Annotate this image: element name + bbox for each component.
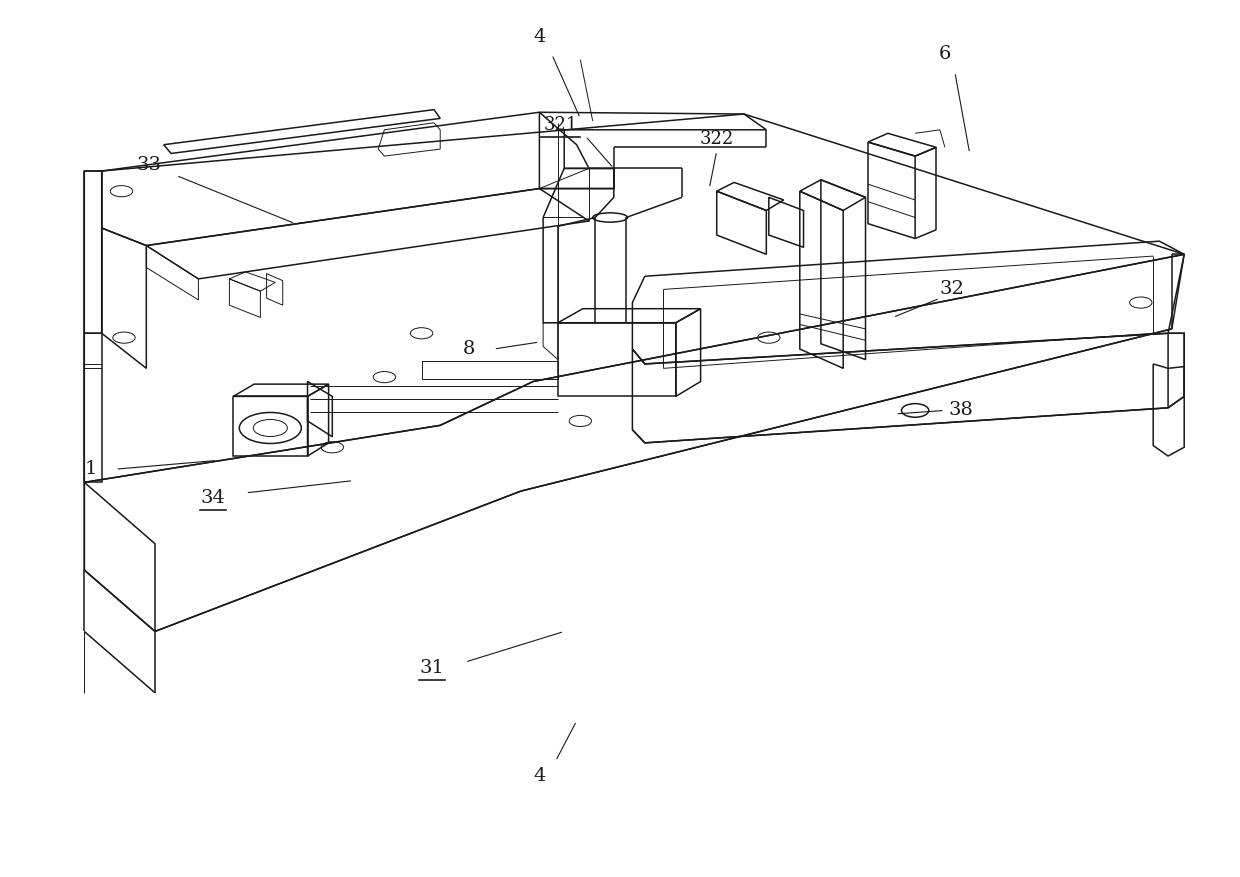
Text: 321: 321 xyxy=(543,116,578,133)
Text: 4: 4 xyxy=(533,767,546,785)
Text: 4: 4 xyxy=(533,28,546,46)
Text: 38: 38 xyxy=(949,402,973,419)
Text: 8: 8 xyxy=(463,340,475,358)
Text: 1: 1 xyxy=(84,460,97,478)
Text: 322: 322 xyxy=(699,130,734,147)
Text: 32: 32 xyxy=(940,281,965,298)
Text: 33: 33 xyxy=(136,156,161,174)
Text: 6: 6 xyxy=(939,46,951,63)
Text: 34: 34 xyxy=(201,489,226,507)
Text: 31: 31 xyxy=(419,660,444,677)
